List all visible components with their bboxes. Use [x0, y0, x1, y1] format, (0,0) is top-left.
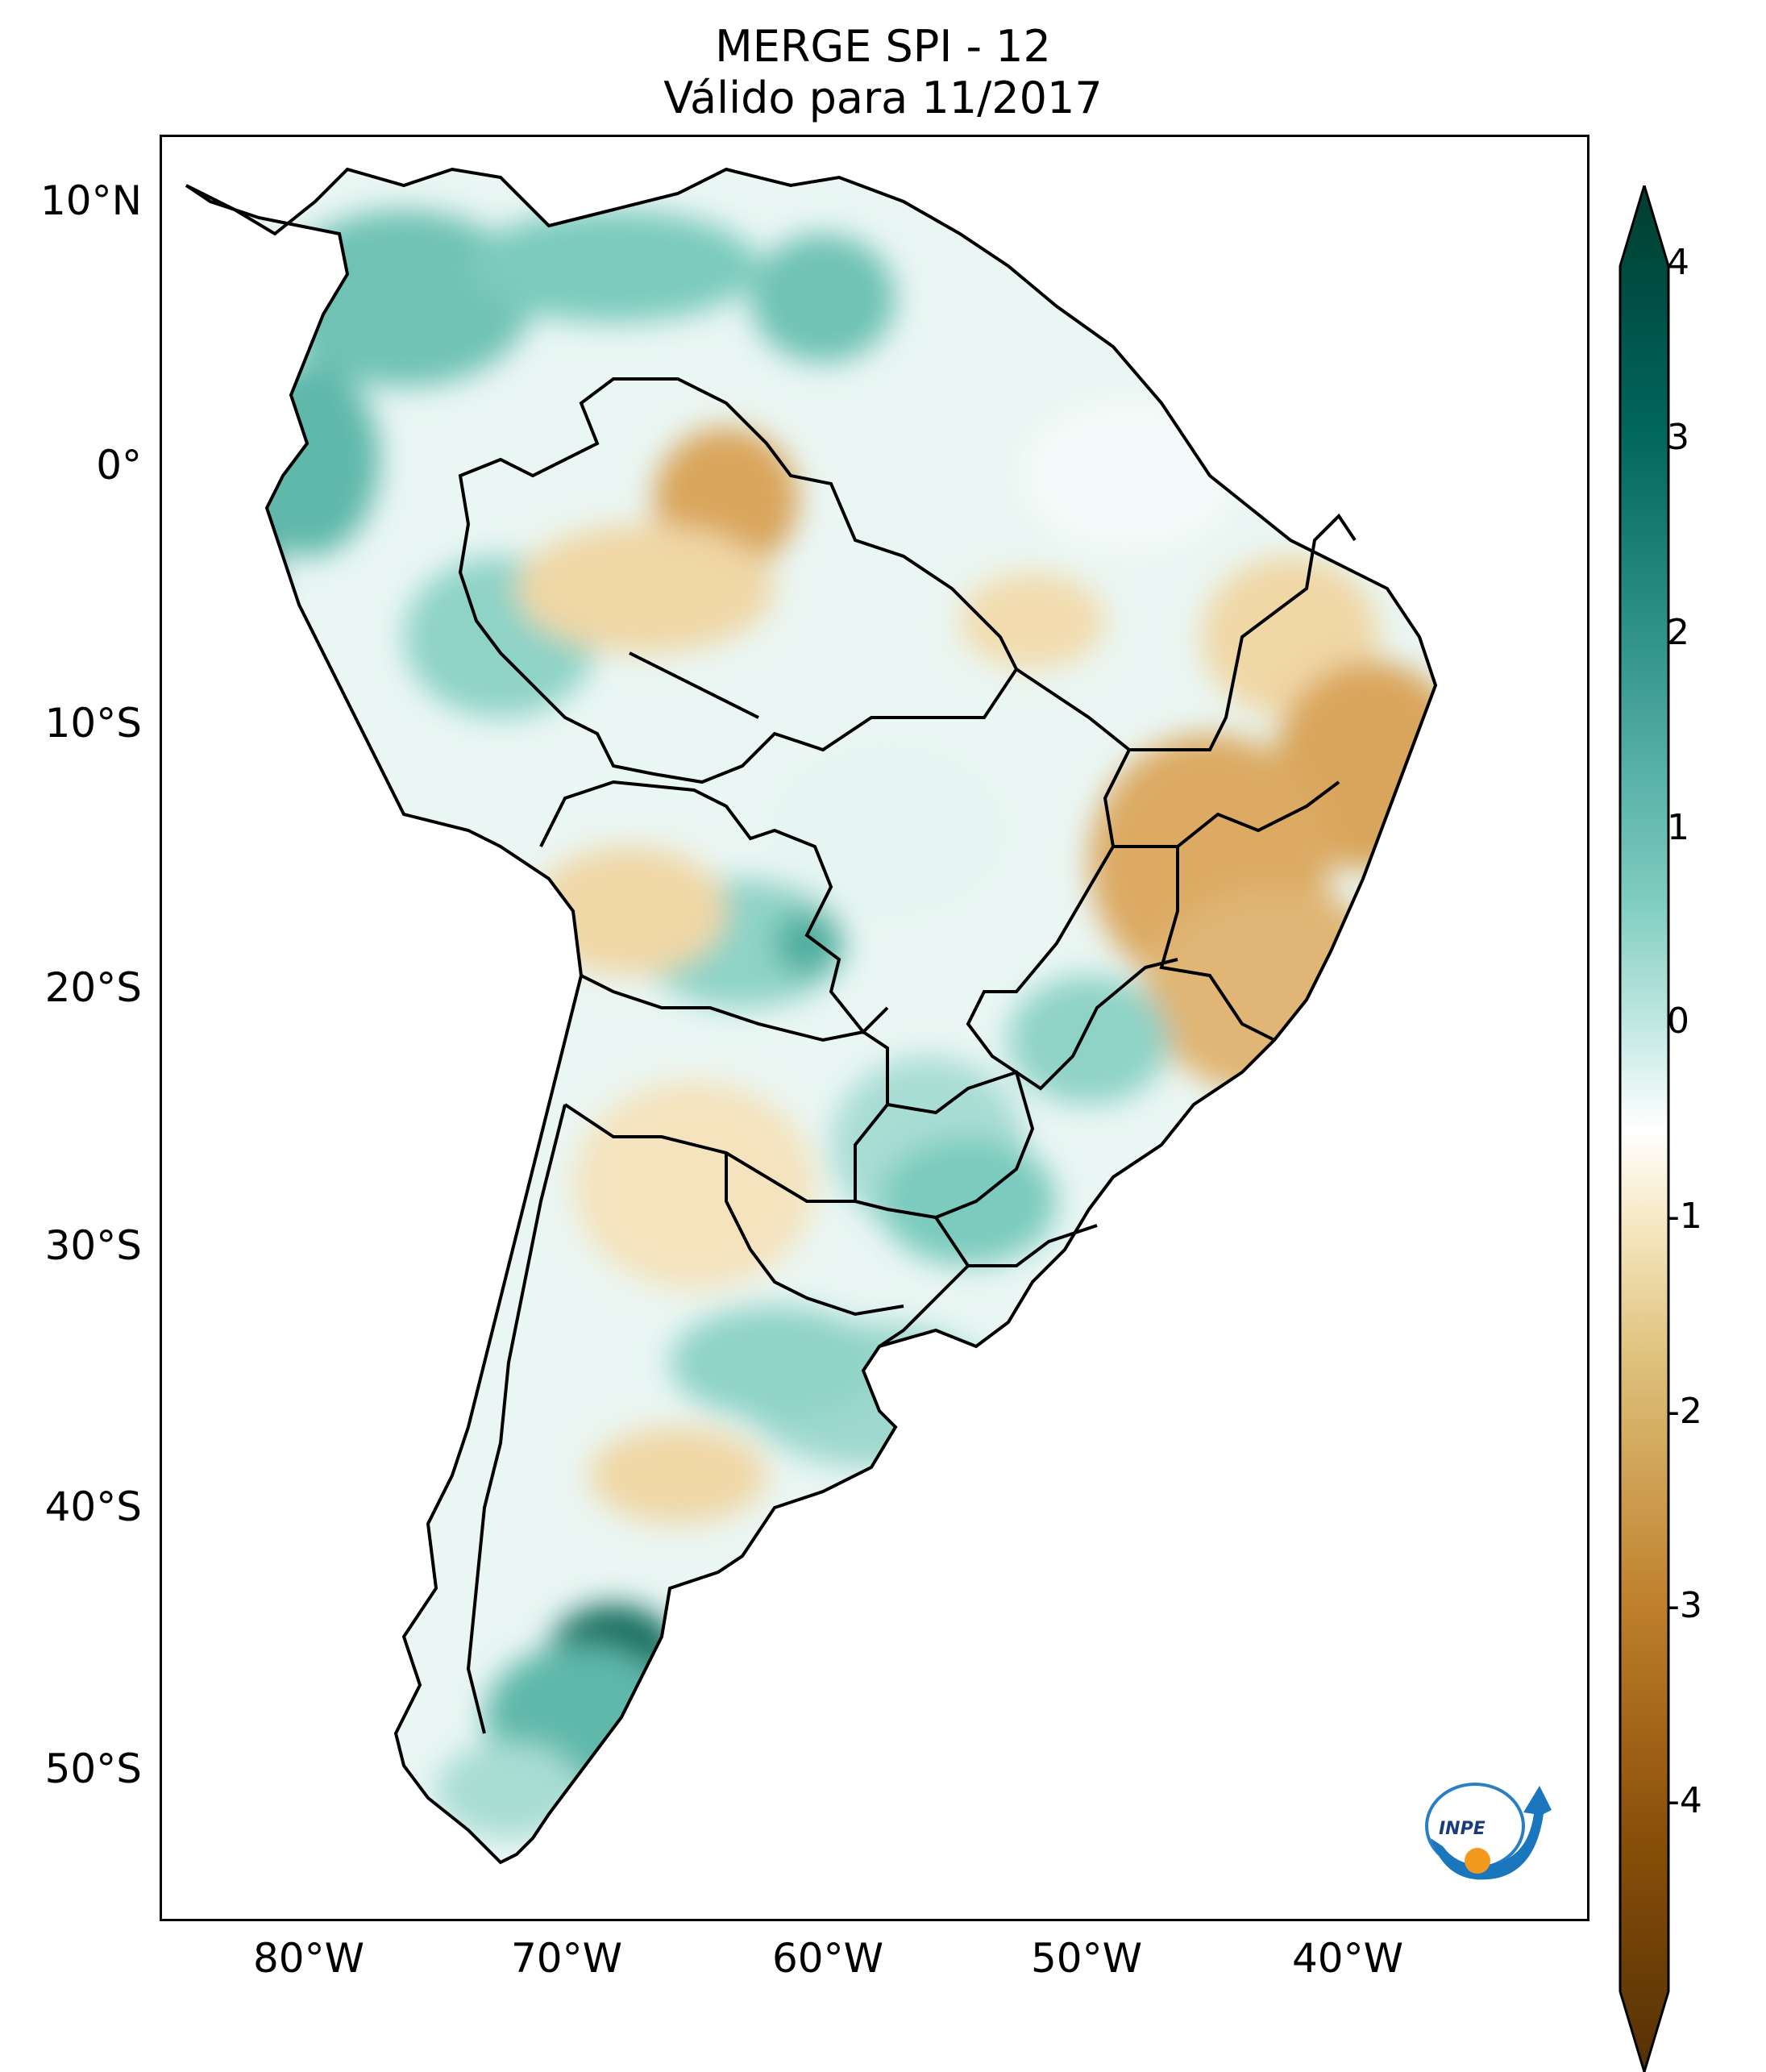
chart-title: MERGE SPI - 12: [715, 21, 1051, 72]
colorbar-tick-2: 2: [1667, 612, 1689, 653]
south-america-map: [185, 167, 1438, 1865]
inpe-logo-icon: INPE: [1425, 1783, 1552, 1880]
colorbar-tick-1: 1: [1667, 807, 1689, 848]
lon-label-40w: 40°W: [1291, 1935, 1404, 1982]
colorbar-tick-minus2: -2: [1667, 1391, 1702, 1432]
colorbar-tick-4: 4: [1667, 242, 1689, 283]
lat-label-30s: 30°S: [44, 1222, 142, 1269]
colorbar: [1618, 185, 1670, 2072]
colorbar-tick-minus3: -3: [1667, 1585, 1702, 1626]
colorbar-tick-0: 0: [1667, 1001, 1689, 1042]
lat-label-50s: 50°S: [44, 1745, 142, 1792]
lon-label-70w: 70°W: [510, 1935, 623, 1982]
svg-text:INPE: INPE: [1439, 1819, 1486, 1839]
colorbar-tick-3: 3: [1667, 417, 1689, 458]
lon-label-50w: 50°W: [1030, 1935, 1143, 1982]
colorbar-tick-minus1: -1: [1667, 1196, 1702, 1237]
country-borders: [185, 167, 1438, 1865]
lat-label-0: 0°: [96, 442, 142, 489]
spi-field: [186, 169, 1436, 1862]
lon-label-60w: 60°W: [771, 1935, 884, 1982]
chart-subtitle: Válido para 11/2017: [663, 73, 1103, 123]
lat-label-10s: 10°S: [44, 700, 142, 747]
lat-label-40s: 40°S: [44, 1483, 142, 1530]
lat-label-20s: 20°S: [44, 964, 142, 1011]
lon-label-80w: 80°W: [252, 1935, 365, 1982]
colorbar-tick-minus4: -4: [1667, 1780, 1702, 1821]
lat-label-10n: 10°N: [39, 177, 142, 224]
map-panel: [160, 135, 1589, 1921]
